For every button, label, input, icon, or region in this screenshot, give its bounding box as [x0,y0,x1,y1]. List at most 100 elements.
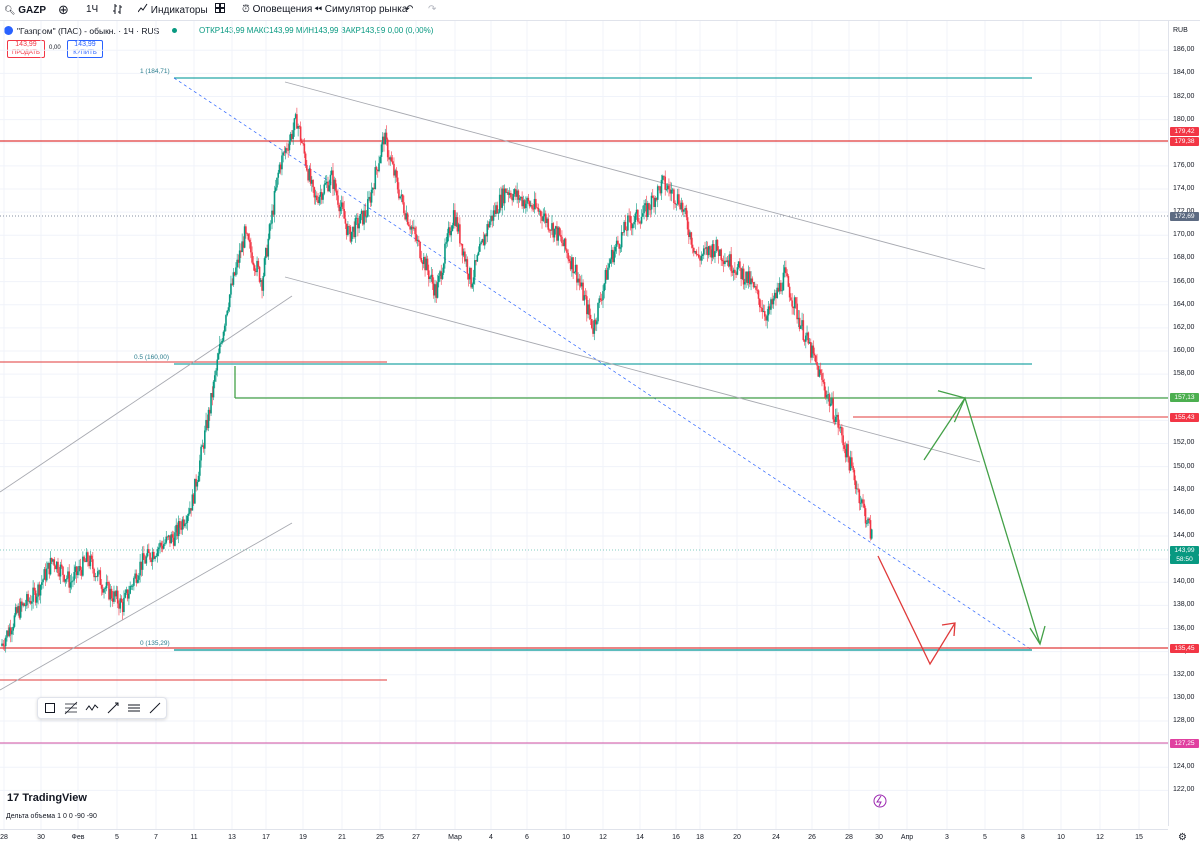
candle-body [419,241,421,259]
candle-body [237,259,240,263]
candle-body [97,571,99,577]
candle-body [699,257,701,261]
candle-body [196,481,199,487]
sell-button[interactable]: 143,99 ПРОДАТЬ [7,40,45,58]
candle-body [694,251,696,253]
candle-body [106,582,109,583]
candle-body [776,287,778,298]
alerts-button[interactable]: ⏰︎ Оповещения [242,4,313,15]
brush-icon[interactable] [106,701,120,715]
candle-body [423,257,425,265]
candle-body [87,552,89,562]
candle-body [630,222,633,229]
candle-body [640,216,643,224]
candle-body [726,260,729,263]
candle-body [313,187,316,198]
candle-body [852,465,854,470]
candle-body [262,275,265,291]
candle-body [513,189,516,194]
pattern-icon[interactable] [85,701,99,715]
candle-body [695,251,698,255]
candle-body [568,259,571,262]
price-tick: 172,00 [1173,208,1194,216]
bearish-projection-arrow [877,555,956,666]
candle-body [312,180,314,188]
candle-body [679,204,681,210]
candle-body [773,292,776,299]
price-axis[interactable]: RUB 186,00184,00182,00180,00178,00176,00… [1168,21,1200,826]
candle-body [744,281,746,285]
fib-tool-icon[interactable] [64,701,78,715]
candle-body [252,262,255,266]
buy-button[interactable]: 143,99 КУПИТЬ [67,40,103,58]
plus-circle-icon[interactable]: ⊕ [58,2,69,17]
candle-body [335,190,338,196]
candle-body [615,240,618,247]
candle-body [126,589,129,599]
price-label: 143,99 [1170,546,1199,555]
candle-body [248,239,251,243]
candle-body [430,274,433,277]
price-chart[interactable] [0,21,1168,829]
interval-button[interactable]: 1Ч [86,4,99,15]
candle-body [517,190,520,200]
price-label: 135,45 [1170,644,1199,653]
candle-body [467,273,470,280]
bullish-arrowhead-2 [1029,625,1046,646]
candle-body [118,603,120,609]
candle-body [544,213,547,223]
candle-body [688,229,690,238]
candle-body [760,307,762,308]
trend-line-icon[interactable] [148,701,162,715]
candle-body [849,457,852,471]
candle-body [821,373,823,380]
candle-body [145,556,148,564]
replay-button[interactable]: ⏪︎ Симулятор рынка [314,4,408,15]
candle-body [320,192,323,200]
candle-body [94,576,97,578]
candle-body [390,157,393,162]
indicators-button[interactable]: Индикаторы [137,3,208,17]
candle-body [481,239,484,243]
price-tick: 150,00 [1173,462,1195,470]
candle-body [749,271,751,285]
candle-body [266,248,268,257]
candle-body [322,193,324,200]
candle-body [750,278,752,285]
candle-body [775,292,777,298]
candle-body [191,494,194,511]
symbol-search[interactable]: 🔍︎ GAZP [4,3,46,17]
candle-body [155,555,158,557]
candle-body [727,260,730,267]
undo-icon[interactable]: ↶ [405,4,414,15]
time-axis[interactable]: 28 30 Фев 5 7 11 13 17 19 21 25 27 Мар 4 6 10 12 14 16 18 20… [0,829,1187,850]
candle-body [594,319,597,325]
candle-body [337,195,339,205]
layouts-icon[interactable] [215,3,225,17]
rectangle-icon[interactable] [43,701,57,715]
candle-body [353,226,355,238]
candle-body [851,457,853,466]
candle-body [41,582,43,586]
candle-body [492,210,495,221]
candle-body [752,282,755,288]
candle-body [349,226,352,242]
drawing-toolbar [37,697,167,719]
candle-body [566,249,568,253]
candle-body [646,203,649,218]
price-label: 172,69 [1170,212,1199,221]
candle-body [782,272,785,291]
chart-type-icon[interactable] [113,3,123,17]
candle-body [856,488,858,490]
candle-body [292,130,294,139]
time-tick: 12 [1096,834,1104,841]
channel-icon[interactable] [127,701,141,715]
candle-body [582,282,584,301]
candle-body [362,210,364,225]
candle-body [669,189,671,194]
candle-body [456,217,459,232]
candle-body [47,562,49,569]
settings-gear-icon[interactable]: ⚙ [1178,832,1187,843]
redo-icon[interactable]: ↷ [428,4,437,15]
candle-body [426,258,429,271]
